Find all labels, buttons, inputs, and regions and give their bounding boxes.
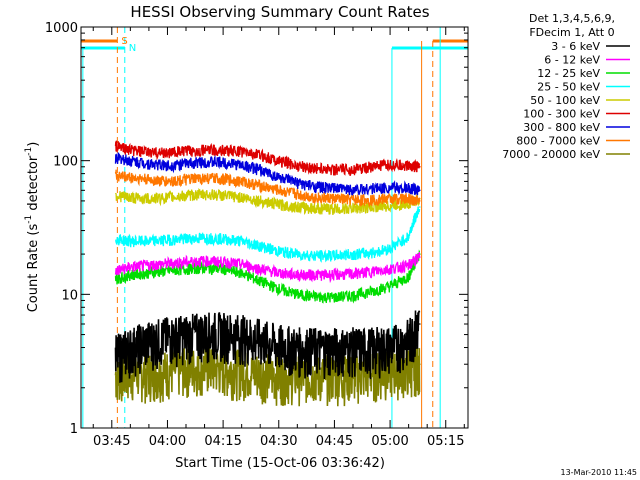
y-axis-label: Count Rate (s-1 detector-1): [24, 142, 41, 313]
series-line-2: [114, 249, 421, 304]
series-line-3: [114, 206, 421, 263]
legend-label: 6 - 12 keV: [544, 54, 600, 67]
series-end-point-1: [419, 256, 421, 258]
series-end-point-7: [419, 200, 421, 202]
legend-label: 300 - 800 keV: [523, 121, 600, 134]
y-tick-label: 10: [61, 288, 78, 303]
series-line-7: [114, 169, 421, 208]
y-tick-label: 100: [53, 155, 78, 170]
series-line-0: [114, 310, 421, 384]
legend-header: Det 1,3,4,5,6,9,: [529, 12, 615, 25]
legend: Det 1,3,4,5,6,9,FDecim 1, Att 03 - 6 keV…: [502, 12, 630, 161]
x-tick-label: 04:45: [316, 434, 353, 449]
legend-label: 25 - 50 keV: [537, 81, 600, 94]
y-axis-label-sup2: -1: [24, 147, 34, 156]
series-line-5: [114, 140, 421, 176]
series-end-point-0: [419, 323, 421, 325]
timestamp: 13-Mar-2010 11:45: [561, 468, 638, 477]
series-end-point-5: [419, 166, 421, 168]
chart-title: HESSI Observing Summary Count Rates: [130, 3, 429, 21]
x-tick-label: 05:00: [371, 434, 408, 449]
series-end-point-8: [419, 363, 421, 366]
x-tick-label: 04:15: [204, 434, 241, 449]
legend-label: 12 - 25 keV: [537, 67, 600, 80]
legend-label: 100 - 300 keV: [523, 108, 600, 121]
x-tick-label: 05:15: [427, 434, 464, 449]
legend-label: 50 - 100 keV: [530, 94, 600, 107]
legend-label: 800 - 7000 keV: [516, 135, 600, 148]
y-axis-label-mid: detector: [26, 155, 41, 215]
x-tick-label: 04:00: [149, 434, 186, 449]
y-tick-label: 1000: [45, 21, 78, 36]
series-line-6: [114, 152, 420, 196]
y-axis: 1 10 100 1000: [45, 21, 468, 437]
plot-frame: [80, 26, 469, 429]
series-layer: [114, 140, 421, 407]
y-axis-label-main: Count Rate (s: [26, 224, 41, 313]
series-line-1: [114, 252, 421, 284]
saa-flag-label: S: [121, 36, 127, 47]
legend-header: FDecim 1, Att 0: [529, 26, 614, 39]
x-axis: 03:45 04:00 04:15 04:30 04:45 05:00 05:15: [92, 27, 465, 449]
legend-label: 7000 - 20000 keV: [502, 148, 600, 161]
y-axis-label-end: ): [26, 142, 41, 147]
night-flag-label: N: [129, 43, 136, 54]
x-axis-label: Start Time (15-Oct-06 03:36:42): [175, 456, 385, 471]
legend-label: 3 - 6 keV: [551, 40, 600, 53]
y-tick-label: 1: [70, 422, 78, 437]
series-end-point-3: [419, 206, 421, 208]
x-tick-label: 03:45: [93, 434, 130, 449]
series-end-point-6: [419, 189, 421, 192]
x-tick-label: 04:30: [260, 434, 297, 449]
y-axis-label-sup1: -1: [24, 215, 34, 224]
